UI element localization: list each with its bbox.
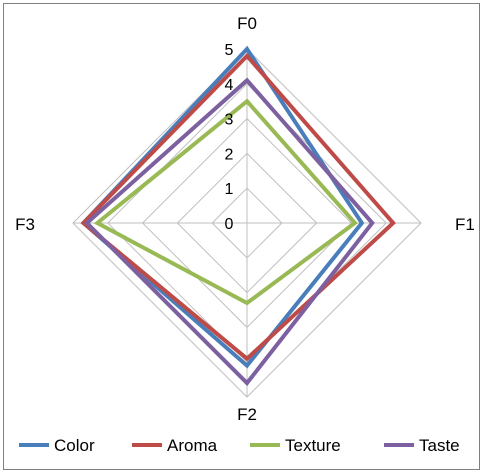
tick-label-5: 5 bbox=[225, 42, 234, 59]
axis-label-f1: F1 bbox=[455, 215, 475, 234]
axis-label-f2: F2 bbox=[237, 405, 257, 424]
series-layer bbox=[80, 45, 396, 387]
series-aroma-line bbox=[80, 53, 396, 362]
axis-label-f3: F3 bbox=[15, 215, 35, 234]
series-texture-line bbox=[93, 98, 358, 306]
axis-label-layer: F0 F1 F2 F3 bbox=[15, 14, 475, 424]
tick-label-2: 2 bbox=[225, 146, 234, 163]
radar-chart: 0 1 2 3 4 5 F0 F1 F2 F3 Color Aroma Texture Tast… bbox=[15, 14, 475, 455]
legend-label-taste: Taste bbox=[419, 436, 460, 455]
series-color-line bbox=[80, 45, 365, 369]
legend-label-texture: Texture bbox=[285, 436, 341, 455]
legend-label-aroma: Aroma bbox=[167, 436, 218, 455]
tick-label-0: 0 bbox=[225, 216, 234, 233]
series-taste-line bbox=[84, 77, 375, 387]
legend: Color Aroma Texture Taste bbox=[19, 436, 460, 455]
chart-frame: 0 1 2 3 4 5 F0 F1 F2 F3 Color Aroma Texture Tast… bbox=[3, 3, 480, 470]
tick-label-4: 4 bbox=[225, 77, 234, 94]
tick-label-3: 3 bbox=[225, 112, 234, 129]
legend-label-color: Color bbox=[54, 436, 95, 455]
axis-label-f0: F0 bbox=[237, 14, 257, 33]
tick-label-layer: 0 1 2 3 4 5 bbox=[225, 42, 234, 233]
tick-label-1: 1 bbox=[225, 181, 234, 198]
